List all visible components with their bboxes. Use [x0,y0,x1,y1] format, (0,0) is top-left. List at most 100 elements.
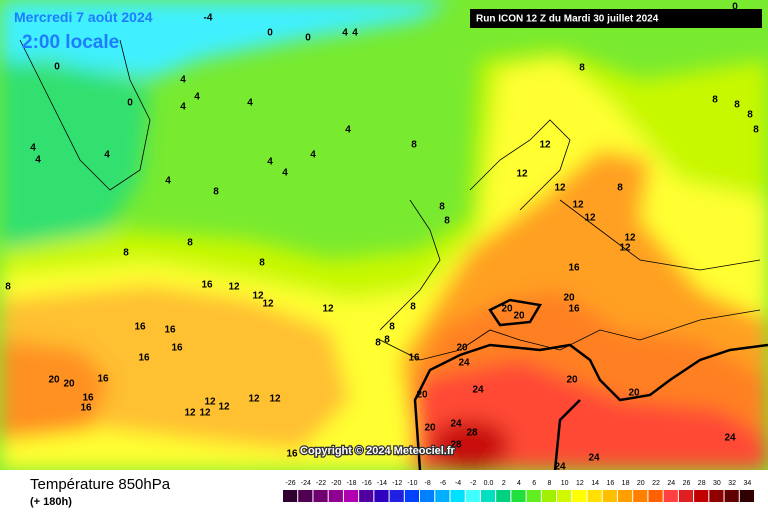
legend-swatch [602,490,617,502]
contour-label: 16 [171,343,183,354]
contour-label: 8 [123,248,129,259]
contour-label: 16 [134,322,146,333]
contour-line [413,343,768,470]
legend-label: 0.0 [484,480,494,487]
contour-label: 20 [424,423,436,434]
legend-label: 26 [683,480,691,487]
contour-label: 8 [411,140,417,151]
very-hot-west [0,340,110,440]
legend-swatch [572,490,587,502]
coastlines [19,39,761,361]
contour-label: 8 [734,100,740,111]
contour-label: 0 [305,33,311,44]
contour-label: 8 [213,187,219,198]
legend-swatch [298,490,313,502]
contour-label: 4 [180,75,186,86]
contour-label: 12 [584,213,596,224]
color-legend: -26 -24 -22 -20 -18 -16 -14 -12 -10 -8 -6 -4 -2 0.0 2 4… [283,480,754,502]
contour-label: 0 [267,28,273,39]
contour-label: 16 [408,353,420,364]
cool-region [0,60,150,270]
contour-label: 12 [218,402,230,413]
contour-label: 8 [747,110,753,121]
legend-label: 18 [622,480,630,487]
contour-label: 4 [282,168,288,179]
legend-swatch [374,490,389,502]
legend-label: 28 [698,480,706,487]
legend-label: 6 [532,480,536,487]
legend-swatch [511,490,526,502]
contour-label: 12 [262,299,274,310]
contour-label: 0 [54,62,60,73]
legend-swatch [541,490,557,502]
legend-swatch [359,490,374,502]
legend-label: -22 [316,480,326,487]
legend-swatch [283,490,298,502]
contour-label: 20 [416,390,428,401]
border [559,199,761,271]
legend-swatch [465,490,480,502]
legend-swatch [328,490,343,502]
legend-label: -24 [301,480,311,487]
legend-label: -14 [377,480,387,487]
contour-label: 8 [753,125,759,136]
contour-label: 8 [259,258,265,269]
legend-label: -4 [455,480,461,487]
contour-line [488,298,542,327]
coastline [379,309,761,361]
contour-label: 16 [164,325,176,336]
legend-label: -26 [286,480,296,487]
legend-label: 2 [502,480,506,487]
legend-swatch [557,490,572,502]
legend-label: -8 [425,480,431,487]
contour-label: 0 [127,98,133,109]
legend-label: 4 [517,480,521,487]
contour-label: 8 [579,63,585,74]
contour-line [553,399,581,470]
contour-label: 4 [345,125,351,136]
contour-label: 12 [624,233,636,244]
contour-label: 16 [97,374,109,385]
contour-label: 4 [194,92,200,103]
contour-label: 20 [456,343,468,354]
legend-swatch [404,490,420,502]
legend-label: -20 [331,480,341,487]
contour-label: 12 [199,408,211,419]
legend-label: -10 [407,480,417,487]
legend-swatch [389,490,404,502]
forecast-time: 2:00 locale [22,32,119,53]
contour-label: 12 [516,169,528,180]
contour-label: 12 [204,397,216,408]
run-banner [470,9,762,28]
legend-swatch [496,490,511,502]
contour-label: 12 [572,200,584,211]
contour-label: 4 [247,98,253,109]
contour-label: 8 [187,238,193,249]
isotherm-20 [413,298,768,470]
contour-label: 4 [267,157,273,168]
legend-label: 8 [547,480,551,487]
contour-label: 8 [375,338,381,349]
contour-label: 24 [458,358,470,369]
contour-label: 24 [588,453,600,464]
legend-swatch [450,490,465,502]
legend-label: 24 [667,480,675,487]
contour-label: 4 [310,150,316,161]
contour-label: 8 [384,335,390,346]
contour-label: 16 [201,280,213,291]
contour-label: 8 [410,302,416,313]
contour-label: 24 [724,433,736,444]
contour-label: 20 [501,304,513,315]
legend-label: 12 [576,480,584,487]
legend-swatch [617,490,633,502]
legend-swatch [739,490,754,502]
legend-swatch [678,490,694,502]
contour-label: 8 [389,322,395,333]
coastline [469,119,571,211]
legend-swatch [633,490,648,502]
contour-label: 12 [539,140,551,151]
contour-label: 24 [472,385,484,396]
